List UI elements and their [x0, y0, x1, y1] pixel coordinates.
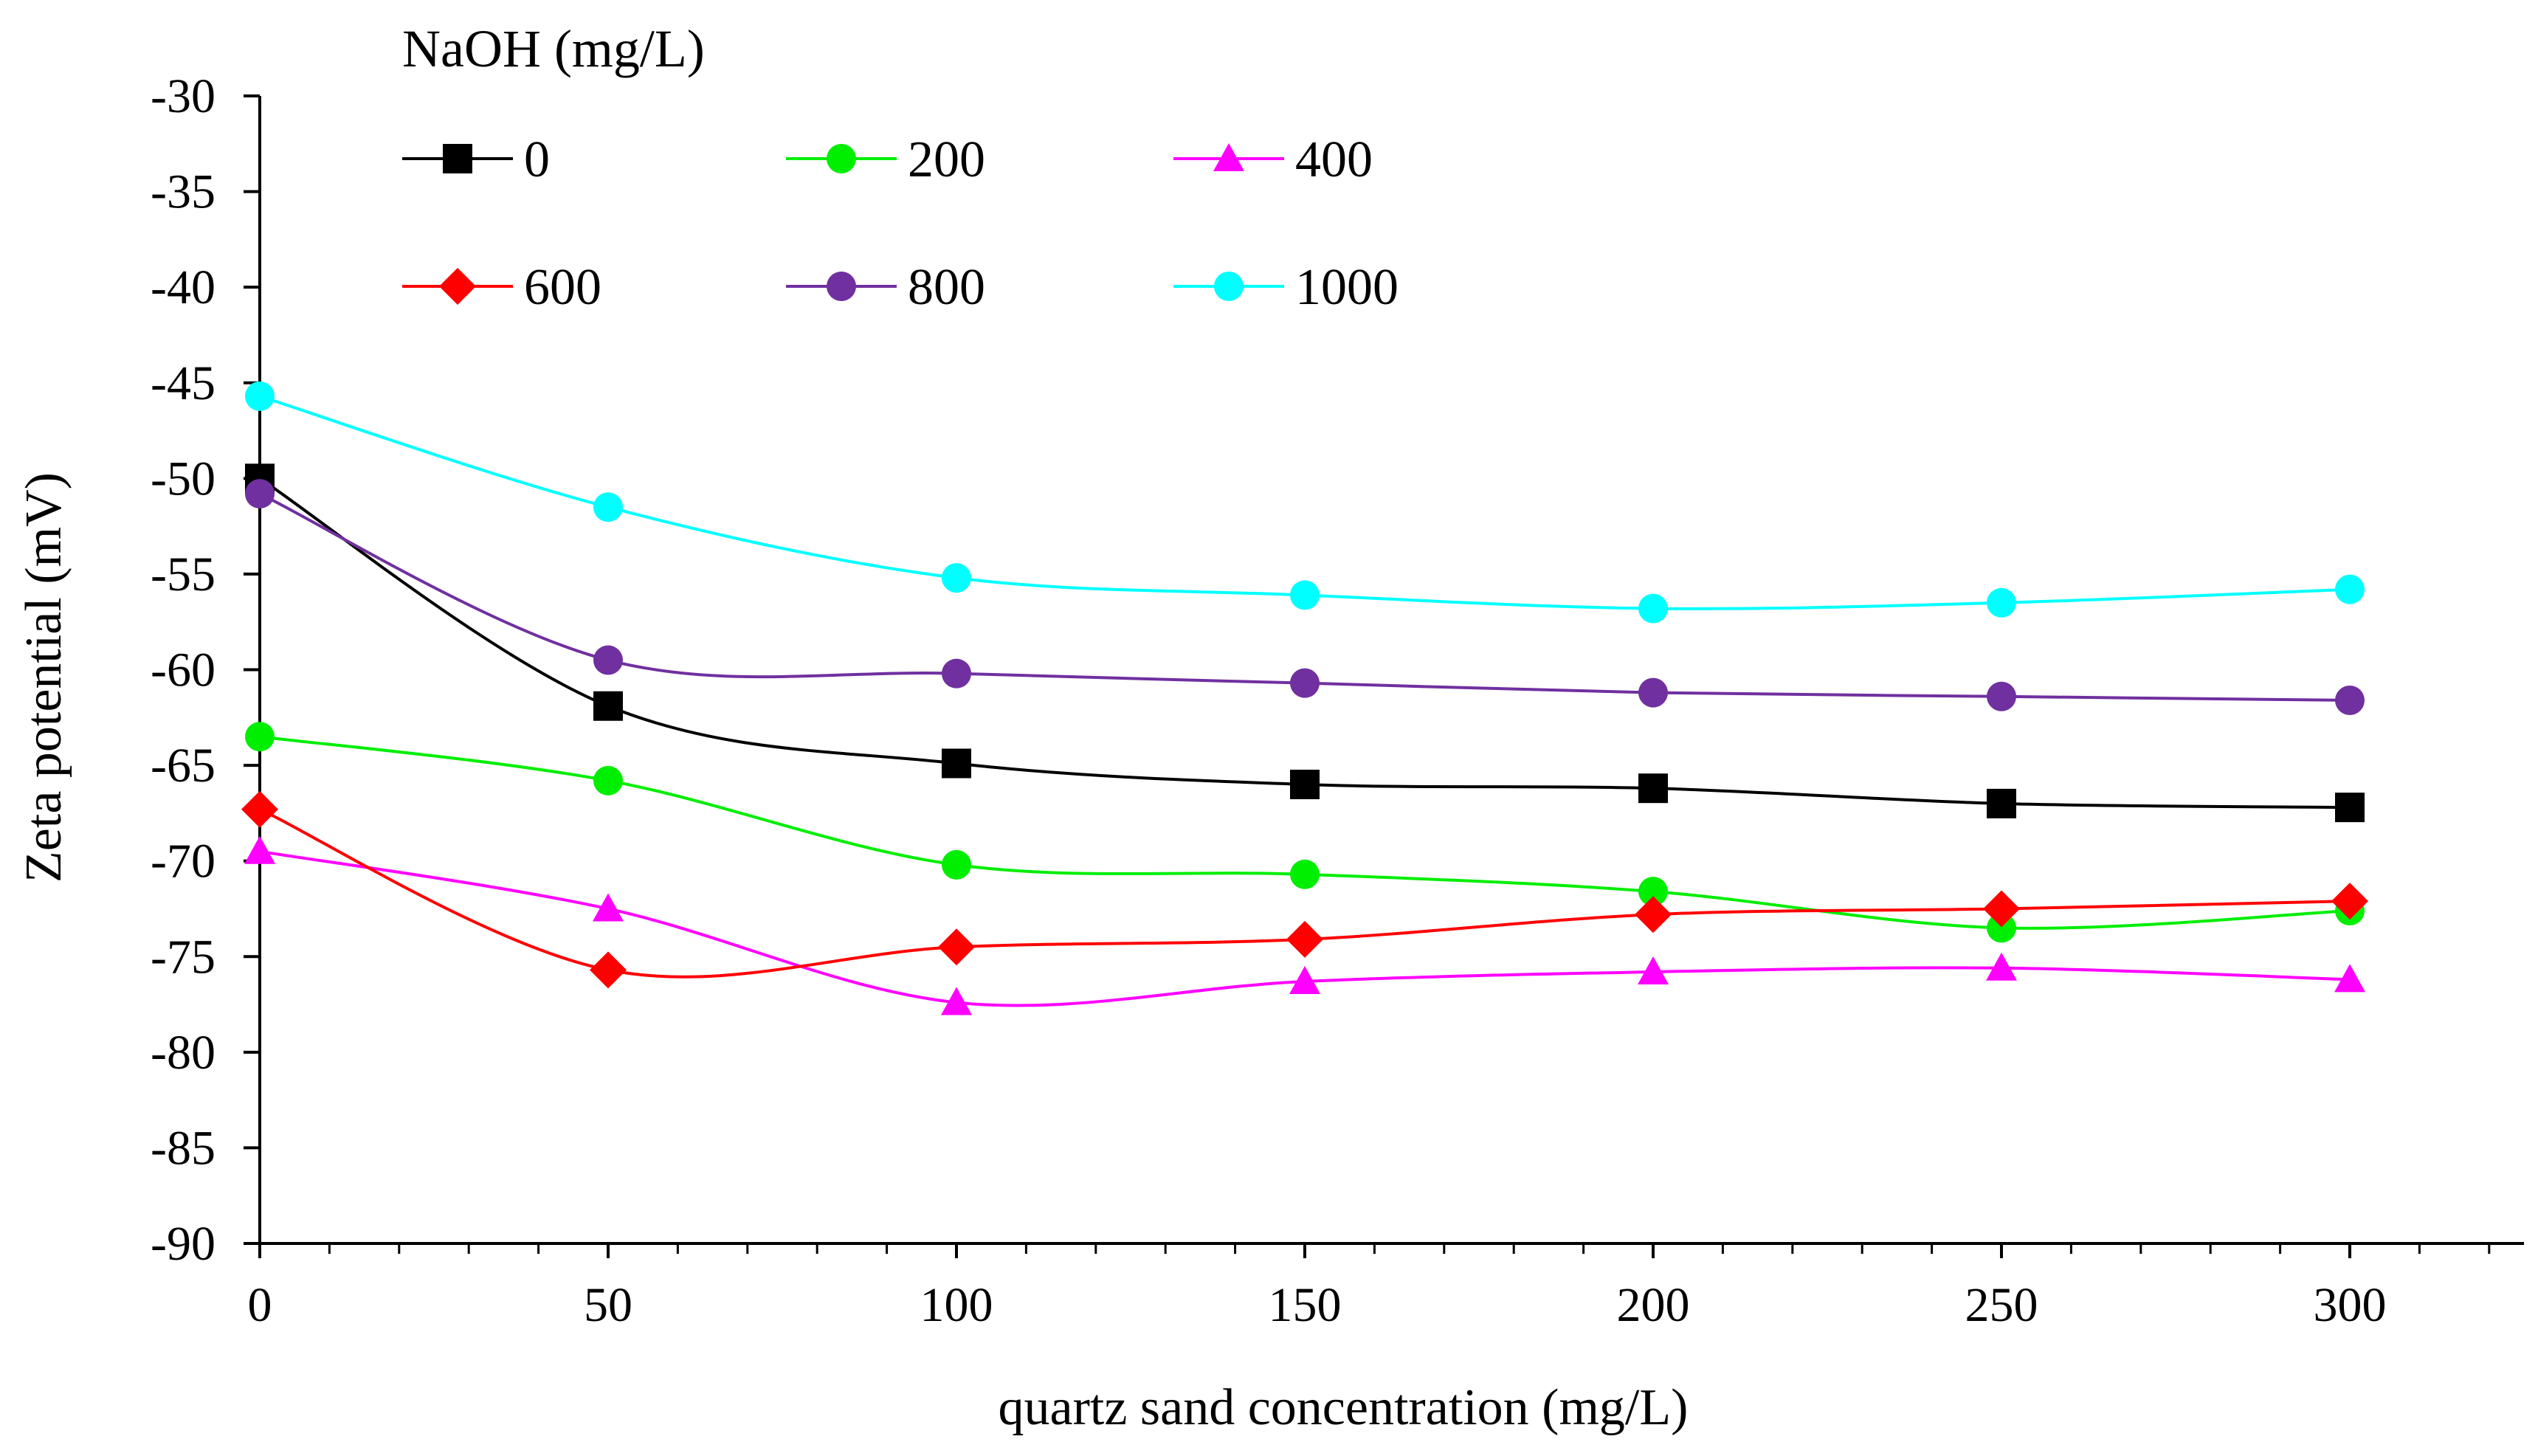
y-tick-label: -30 [151, 69, 215, 123]
data-point-600 [2331, 883, 2368, 920]
x-tick-label: 0 [248, 1278, 272, 1332]
data-point-1000 [1290, 580, 1320, 610]
legend-item-1000: 1000 [1173, 259, 1399, 316]
x-tick-label: 200 [1617, 1278, 1690, 1332]
series-line-200 [259, 735, 2351, 930]
data-point-200 [1290, 859, 1320, 889]
axes: -30 -35 -40 -45 -50 -55 -60 -65 -70 -75 -80 -85 -90 0… [151, 69, 2524, 1332]
data-point-400 [1986, 952, 2017, 981]
y-tick-label: -90 [151, 1217, 215, 1271]
legend-marker [827, 144, 856, 173]
data-point-1000 [245, 381, 275, 411]
data-point-200 [1638, 877, 1668, 907]
x-tick-label: 300 [2314, 1278, 2387, 1332]
series-line-1000 [259, 394, 2351, 610]
series-200 [245, 722, 2365, 943]
series-0 [245, 463, 2365, 823]
data-point-0 [593, 691, 623, 721]
legend: 0 200 400 600 800 1000 [402, 131, 1399, 316]
data-point-1000 [942, 563, 971, 593]
y-tick-label: -85 [151, 1121, 215, 1175]
series-line-0 [258, 477, 2351, 810]
y-tick-label: -55 [151, 548, 215, 601]
data-point-400 [941, 987, 972, 1015]
y-tick-label: -40 [151, 261, 215, 314]
data-point-400 [2334, 964, 2365, 993]
series-800 [245, 479, 2365, 715]
x-axis-title: quartz sand concentration (mg/L) [999, 1379, 1689, 1436]
data-point-1000 [593, 492, 623, 522]
data-point-200 [245, 722, 275, 752]
y-tick-label: -50 [151, 452, 215, 506]
data-point-800 [1638, 677, 1668, 708]
data-point-1000 [1987, 587, 2016, 618]
y-tick-label: -70 [151, 835, 215, 889]
y-tick-label: -80 [151, 1026, 215, 1080]
data-point-0 [2335, 793, 2365, 823]
x-tick-label: 150 [1269, 1278, 1342, 1332]
data-point-200 [942, 849, 971, 880]
x-tick-label: 250 [1965, 1278, 2038, 1332]
data-point-600 [1983, 890, 2020, 928]
y-axis-title: Zeta potential (mV) [15, 472, 72, 883]
y-tick-label: -45 [151, 356, 215, 410]
legend-label: 600 [524, 259, 601, 316]
series-600 [241, 790, 2368, 989]
data-point-200 [1987, 913, 2016, 943]
legend-item-600: 600 [402, 259, 601, 316]
data-point-1000 [2335, 574, 2365, 604]
y-tick-label: -60 [151, 644, 215, 697]
legend-label: 200 [908, 131, 985, 188]
data-point-600 [1286, 920, 1323, 958]
data-point-600 [938, 928, 975, 966]
legend-item-400: 400 [1173, 131, 1373, 188]
data-point-600 [590, 951, 627, 989]
legend-marker [443, 144, 472, 173]
data-point-800 [2335, 685, 2365, 715]
data-point-0 [1290, 770, 1320, 799]
data-point-400 [1289, 965, 1320, 994]
legend-marker [1213, 143, 1244, 171]
x-tick-label: 50 [584, 1278, 632, 1332]
data-point-400 [244, 835, 275, 864]
data-point-0 [942, 748, 971, 779]
data-point-800 [1987, 681, 2016, 711]
legend-marker [827, 272, 856, 301]
legend-item-800: 800 [786, 259, 985, 316]
legend-label: 1000 [1295, 259, 1399, 316]
legend-label: 400 [1295, 131, 1373, 188]
legend-title: NaOH (mg/L) [402, 19, 705, 78]
legend-label: 0 [524, 131, 550, 188]
data-point-200 [593, 765, 623, 796]
x-tick-label: 100 [920, 1278, 993, 1332]
legend-item-0: 0 [402, 131, 550, 188]
legend-label: 800 [908, 259, 985, 316]
data-point-600 [1635, 896, 1672, 934]
legend-marker [439, 268, 476, 305]
data-point-800 [1290, 668, 1320, 698]
legend-marker [1214, 272, 1244, 301]
data-point-0 [1638, 773, 1668, 804]
data-point-400 [1638, 956, 1669, 984]
legend-item-200: 200 [786, 131, 985, 188]
data-point-600 [241, 790, 278, 828]
y-tick-label: -75 [151, 930, 215, 984]
y-tick-label: -65 [151, 739, 215, 793]
series-400 [244, 835, 2365, 1015]
data-point-0 [1987, 788, 2016, 818]
data-point-800 [593, 645, 623, 675]
data-point-800 [942, 658, 971, 689]
series-1000 [245, 381, 2365, 624]
data-point-1000 [1638, 593, 1668, 624]
data-point-400 [593, 893, 624, 922]
y-tick-label: -35 [151, 165, 215, 219]
series-layer [241, 381, 2368, 1015]
data-point-800 [245, 479, 275, 509]
